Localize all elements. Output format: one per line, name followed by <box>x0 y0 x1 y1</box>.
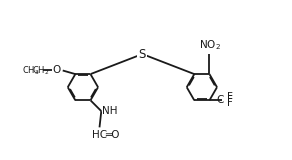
Text: S: S <box>139 48 146 60</box>
Text: O: O <box>53 65 61 76</box>
Text: C: C <box>216 95 224 105</box>
Text: NH: NH <box>102 106 118 116</box>
Text: CH$_2$: CH$_2$ <box>32 64 49 77</box>
Text: ═O: ═O <box>105 130 119 140</box>
Text: F: F <box>227 92 233 102</box>
Text: NO$_2$: NO$_2$ <box>199 39 220 52</box>
Text: HC: HC <box>92 130 107 140</box>
Text: CH$_3$: CH$_3$ <box>22 64 40 77</box>
Text: F: F <box>227 98 233 108</box>
Text: F: F <box>227 95 233 105</box>
